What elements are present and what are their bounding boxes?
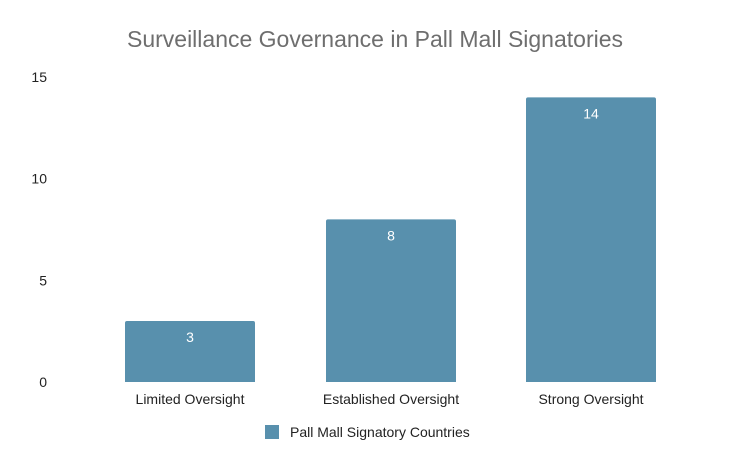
y-axis-ticks: 0 5 10 15 — [31, 69, 47, 390]
bar[interactable] — [326, 219, 456, 382]
chart-title: Surveillance Governance in Pall Mall Sig… — [127, 26, 623, 52]
legend-label: Pall Mall Signatory Countries — [290, 424, 470, 440]
bars: 3 8 14 — [125, 97, 656, 382]
bar[interactable] — [526, 97, 656, 382]
y-tick-label: 0 — [39, 374, 47, 390]
bar-value-label: 14 — [583, 105, 599, 121]
bar-value-label: 3 — [186, 329, 194, 345]
x-axis-labels: Limited Oversight Established Oversight St… — [136, 391, 644, 407]
x-tick-label: Limited Oversight — [136, 391, 245, 407]
y-tick-label: 15 — [31, 69, 47, 85]
bar-value-label: 8 — [387, 227, 395, 243]
x-tick-label: Established Oversight — [323, 391, 459, 407]
y-tick-label: 5 — [39, 272, 47, 288]
bar[interactable] — [125, 321, 255, 382]
legend: Pall Mall Signatory Countries — [265, 424, 470, 440]
x-tick-label: Strong Oversight — [538, 391, 643, 407]
legend-swatch — [265, 425, 279, 439]
y-tick-label: 10 — [31, 171, 47, 187]
